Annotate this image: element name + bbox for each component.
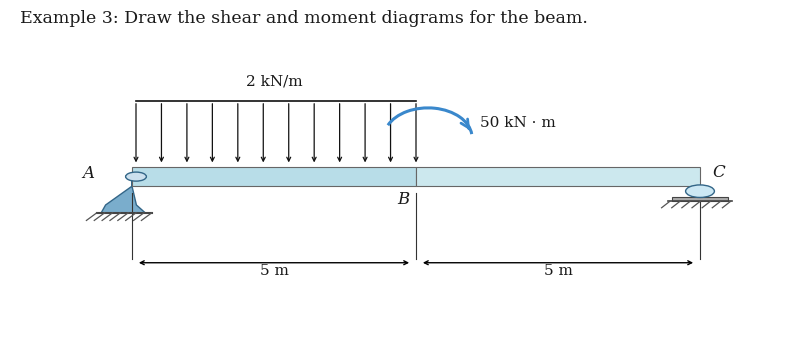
Circle shape: [686, 185, 714, 197]
Text: 2 kN/m: 2 kN/m: [246, 75, 302, 89]
Polygon shape: [101, 176, 146, 213]
Bar: [672, 197, 728, 201]
Text: 5 m: 5 m: [543, 264, 573, 278]
Bar: [416, 167, 700, 186]
Text: C: C: [712, 164, 725, 181]
Text: 50 kN · m: 50 kN · m: [480, 116, 556, 130]
Bar: [132, 167, 416, 186]
Text: Example 3: Draw the shear and moment diagrams for the beam.: Example 3: Draw the shear and moment dia…: [20, 10, 588, 27]
Text: A: A: [82, 165, 94, 182]
Circle shape: [126, 172, 146, 181]
Text: B: B: [398, 191, 410, 208]
Text: 5 m: 5 m: [259, 264, 289, 278]
